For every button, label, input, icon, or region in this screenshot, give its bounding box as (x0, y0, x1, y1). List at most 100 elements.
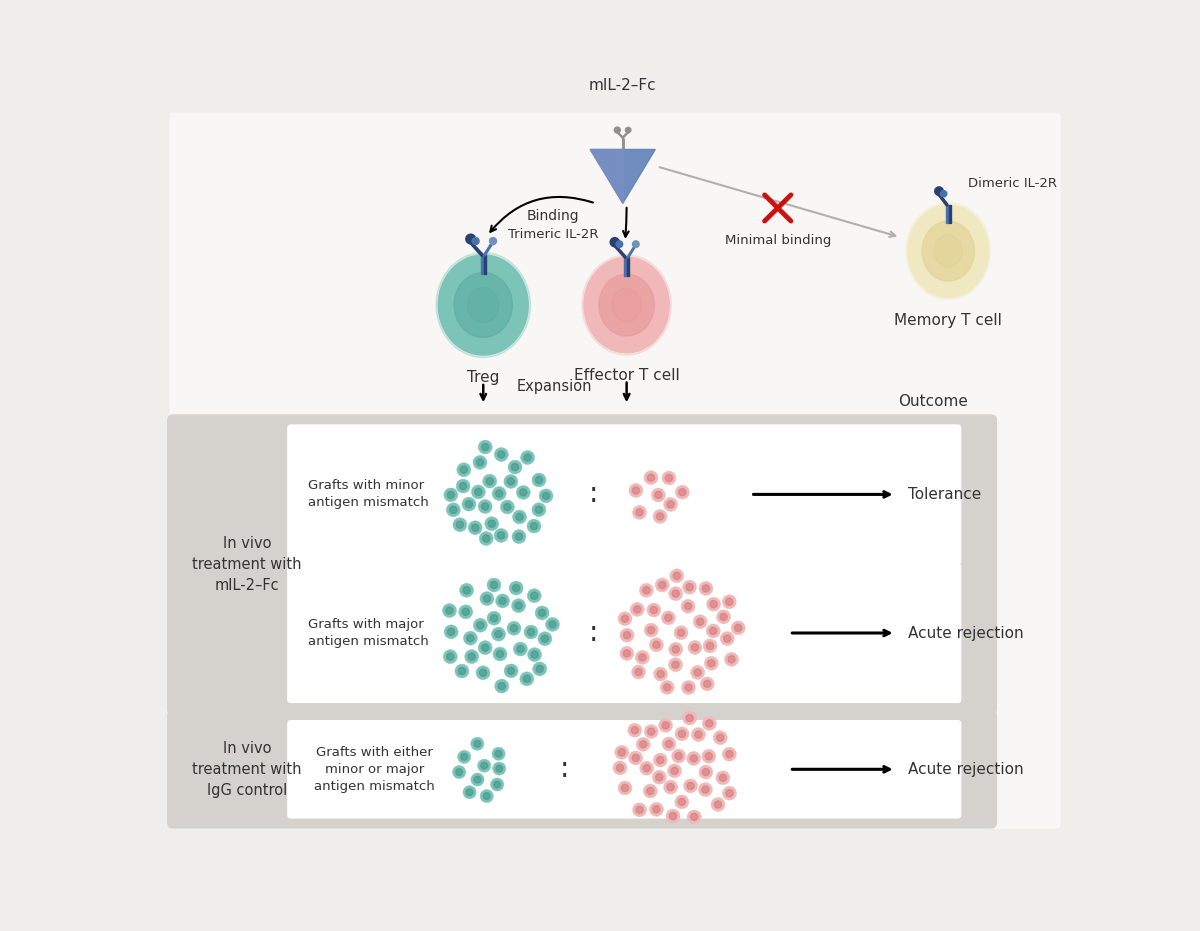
Circle shape (461, 753, 468, 761)
Circle shape (498, 682, 505, 690)
Circle shape (470, 773, 484, 786)
Circle shape (716, 771, 730, 785)
Circle shape (713, 731, 727, 745)
Ellipse shape (599, 274, 654, 336)
Circle shape (690, 755, 697, 762)
Circle shape (494, 630, 502, 638)
Circle shape (667, 784, 674, 790)
Circle shape (493, 647, 506, 661)
Circle shape (684, 602, 691, 610)
Circle shape (647, 603, 661, 617)
Circle shape (496, 750, 502, 757)
Ellipse shape (438, 255, 528, 355)
Text: Minimal binding: Minimal binding (725, 235, 830, 247)
Circle shape (500, 500, 515, 514)
Circle shape (479, 440, 492, 454)
Circle shape (653, 641, 660, 648)
FancyBboxPatch shape (167, 710, 997, 829)
Circle shape (546, 617, 559, 631)
Circle shape (496, 765, 503, 772)
Circle shape (719, 775, 726, 781)
Circle shape (527, 588, 541, 602)
Circle shape (524, 625, 538, 639)
Circle shape (656, 670, 665, 678)
Circle shape (443, 603, 456, 617)
Circle shape (636, 806, 643, 814)
Circle shape (535, 606, 550, 620)
Circle shape (542, 492, 550, 499)
Circle shape (632, 241, 640, 248)
Circle shape (535, 506, 542, 513)
Circle shape (510, 625, 517, 632)
Circle shape (640, 584, 653, 597)
Circle shape (941, 191, 947, 196)
Circle shape (665, 740, 672, 748)
Circle shape (649, 638, 664, 652)
Circle shape (448, 492, 455, 498)
Circle shape (541, 635, 548, 642)
Circle shape (530, 522, 538, 530)
Circle shape (538, 632, 552, 646)
Circle shape (629, 483, 643, 497)
Ellipse shape (934, 235, 962, 267)
Circle shape (672, 749, 685, 762)
Circle shape (458, 605, 473, 619)
Circle shape (672, 590, 679, 598)
Circle shape (511, 599, 526, 613)
Circle shape (644, 471, 658, 484)
Bar (946, 205, 948, 223)
Ellipse shape (436, 252, 530, 358)
Circle shape (524, 454, 532, 461)
Circle shape (499, 598, 506, 604)
Circle shape (676, 485, 689, 499)
Circle shape (479, 641, 492, 654)
Circle shape (478, 500, 492, 513)
Circle shape (458, 668, 466, 675)
Circle shape (706, 720, 713, 727)
Circle shape (655, 774, 662, 781)
Circle shape (474, 740, 481, 748)
Circle shape (491, 614, 498, 622)
Circle shape (707, 624, 720, 638)
Circle shape (508, 668, 515, 674)
Circle shape (493, 781, 500, 788)
Circle shape (685, 684, 692, 691)
Circle shape (481, 443, 488, 451)
Circle shape (463, 786, 476, 799)
Circle shape (468, 520, 482, 534)
Ellipse shape (908, 205, 989, 297)
Circle shape (628, 723, 642, 737)
Text: Effector T cell: Effector T cell (574, 368, 679, 384)
Circle shape (504, 504, 511, 510)
Circle shape (473, 618, 487, 632)
Bar (624, 257, 626, 276)
Circle shape (726, 750, 733, 758)
Circle shape (528, 648, 541, 662)
Circle shape (664, 683, 671, 691)
Circle shape (670, 569, 684, 583)
Circle shape (683, 580, 696, 594)
Circle shape (504, 475, 518, 489)
Circle shape (623, 631, 631, 639)
Circle shape (660, 681, 674, 695)
Circle shape (532, 503, 546, 517)
Circle shape (466, 501, 473, 507)
Circle shape (650, 606, 658, 614)
Circle shape (472, 524, 479, 532)
Circle shape (653, 753, 667, 767)
Circle shape (725, 653, 738, 667)
Circle shape (622, 784, 629, 791)
Circle shape (704, 656, 719, 670)
Circle shape (492, 627, 505, 641)
Circle shape (724, 635, 731, 642)
Circle shape (702, 717, 716, 731)
Circle shape (726, 789, 733, 797)
Circle shape (710, 600, 718, 608)
Circle shape (614, 127, 620, 133)
Circle shape (666, 809, 680, 823)
Bar (949, 205, 950, 223)
Circle shape (722, 595, 737, 609)
Circle shape (734, 625, 742, 631)
Circle shape (515, 602, 522, 609)
Circle shape (514, 642, 528, 656)
